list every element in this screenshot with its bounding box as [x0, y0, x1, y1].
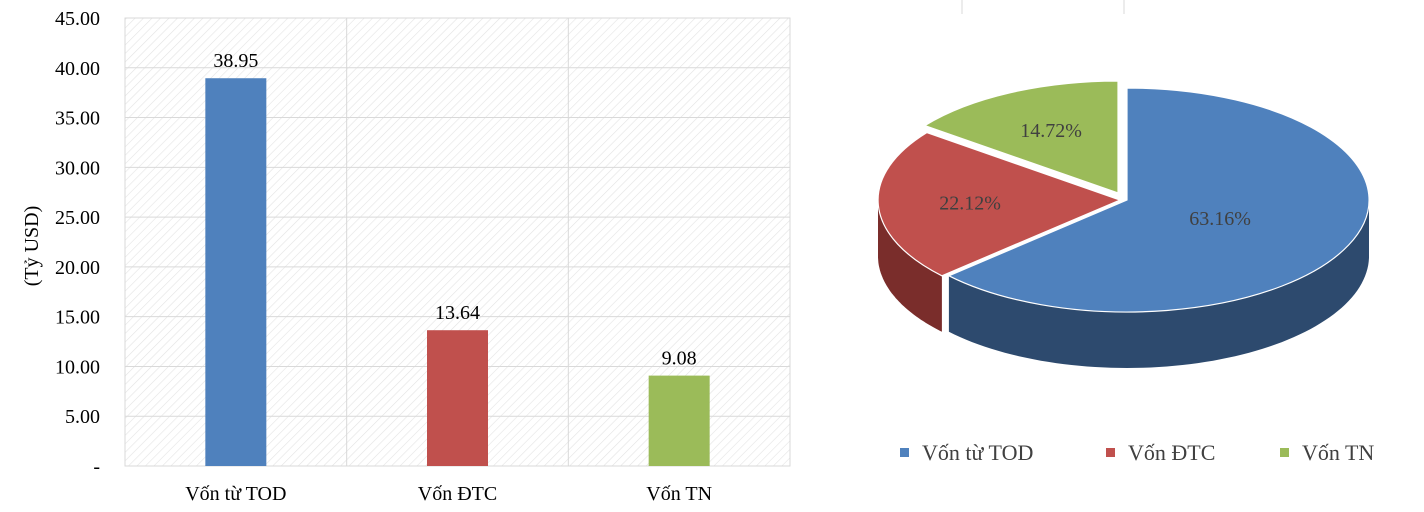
y-axis-label: (Tỷ USD) — [21, 206, 43, 287]
legend-swatch — [1280, 448, 1289, 457]
pie-value-label: 63.16% — [1189, 208, 1251, 230]
pie-value-label: 22.12% — [939, 192, 1001, 214]
pie-depth — [878, 200, 1369, 368]
legend-item: Vốn từ TOD — [900, 440, 1033, 465]
legend-swatch — [1106, 448, 1115, 457]
bar — [205, 78, 267, 466]
y-tick-label: 15.00 — [55, 307, 100, 329]
legend-item: Vốn TN — [1280, 440, 1374, 465]
y-tick-label: 35.00 — [55, 108, 100, 130]
y-tick-label: 40.00 — [55, 58, 100, 80]
bars: 38.95 13.64 9.08 — [205, 50, 710, 466]
x-tick-label: Vốn TN — [646, 483, 712, 505]
pie-slice-side — [948, 201, 1369, 368]
y-tick-label: 5.00 — [65, 406, 100, 428]
bar-value-label: 13.64 — [435, 302, 480, 324]
y-axis-ticks: - 5.00 10.00 15.00 20.00 25.00 30.00 35.00 40.00… — [55, 8, 100, 478]
pie-slices — [877, 80, 1370, 313]
x-tick-label: Vốn ĐTC — [418, 483, 497, 505]
pie-slice — [947, 87, 1370, 313]
bar-value-label: 38.95 — [213, 50, 258, 72]
legend-label: Vốn TN — [1302, 440, 1374, 465]
legend-swatch — [900, 448, 909, 457]
legend: Vốn từ TOD Vốn ĐTC Vốn TN — [900, 440, 1374, 465]
bar — [427, 330, 488, 466]
y-tick-label: 45.00 — [55, 8, 100, 30]
pie-data-labels: 63.16% 22.12% 14.72% — [939, 120, 1251, 230]
y-tick-label: - — [93, 456, 100, 478]
pie-value-label: 14.72% — [1020, 120, 1082, 142]
x-tick-label: Vốn từ TOD — [185, 483, 286, 505]
y-tick-label: 20.00 — [55, 257, 100, 279]
y-tick-label: 30.00 — [55, 157, 100, 179]
legend-label: Vốn ĐTC — [1128, 440, 1215, 465]
legend-label: Vốn từ TOD — [922, 440, 1033, 465]
pie-slice-side — [878, 200, 942, 332]
pie-slice — [923, 80, 1119, 194]
x-axis-ticks: Vốn từ TOD Vốn ĐTC Vốn TN — [185, 483, 712, 505]
bar — [648, 375, 710, 466]
pie-slice — [877, 131, 1122, 277]
pie-chart: 63.16%22.12%14.72% Vốn từ TOD Vốn ĐTC Vốn … — [877, 0, 1374, 465]
bar-value-label: 9.08 — [662, 348, 697, 370]
legend-item: Vốn ĐTC — [1106, 440, 1215, 465]
y-tick-label: 10.00 — [55, 356, 100, 378]
bar-chart: - 5.00 10.00 15.00 20.00 25.00 30.00 35.00 40.00… — [21, 8, 791, 505]
y-tick-label: 25.00 — [55, 207, 100, 229]
